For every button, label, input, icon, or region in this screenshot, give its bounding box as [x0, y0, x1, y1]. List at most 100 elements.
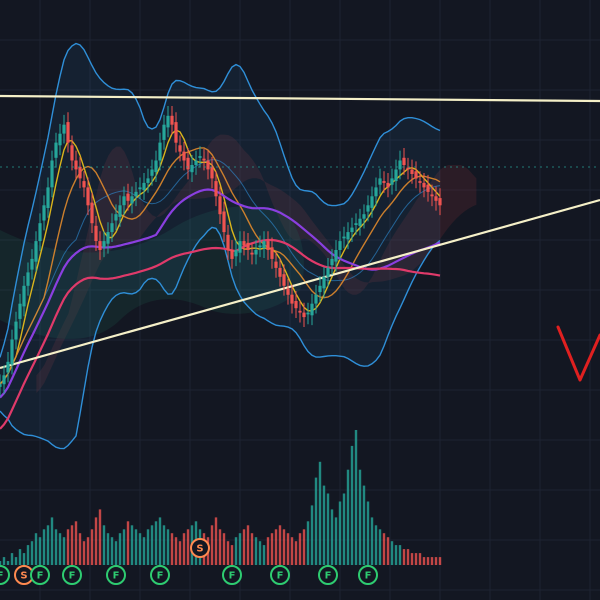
candle-body [310, 303, 314, 316]
bollinger-fill [0, 43, 440, 449]
volume-bar [326, 493, 330, 565]
volume-bar [310, 505, 314, 565]
candle-body [30, 258, 34, 270]
signal-marker-label: F [157, 571, 164, 582]
bollinger-lower [0, 226, 441, 450]
volume-bar [150, 525, 154, 565]
candle-body [254, 250, 258, 255]
volume-bar [386, 537, 390, 565]
signal-marker [0, 565, 10, 585]
candle-body [366, 205, 370, 212]
volume-bar [94, 517, 98, 565]
volume-bar [418, 553, 422, 565]
candle-body [382, 181, 386, 183]
candle-body [18, 303, 22, 319]
volume-bar [274, 529, 278, 565]
volume-bar [350, 445, 354, 565]
volume-bar [102, 525, 106, 565]
volume-bar [342, 493, 346, 565]
candle-body [118, 205, 122, 217]
signal-marker [62, 565, 82, 585]
volume-bar [270, 533, 274, 565]
candle-body [14, 321, 18, 340]
volume-bar [218, 529, 222, 565]
volume-bar [74, 521, 78, 565]
volume-bar [46, 525, 50, 565]
volume-bar [294, 541, 298, 565]
volume-bar [34, 533, 38, 565]
candle-body [410, 169, 414, 174]
candle-body [182, 151, 186, 161]
signal-marker-label: F [325, 571, 332, 582]
candle-body [174, 122, 178, 143]
volume-bar [362, 485, 366, 565]
volume-bar [214, 517, 218, 565]
signal-marker [222, 565, 242, 585]
volume-bar [242, 529, 246, 565]
candle-body [114, 214, 118, 221]
candle-body [178, 145, 182, 152]
candle-body [70, 145, 74, 161]
volume-bar [22, 553, 26, 565]
candle-body [94, 225, 98, 241]
candle-body [170, 115, 174, 125]
volume-bar [414, 553, 418, 565]
volume-bar [114, 541, 118, 565]
volume-bar [138, 533, 142, 565]
ichimoku-cloud-fill [36, 134, 477, 394]
volume-bar [0, 561, 2, 565]
candles-series [0, 105, 442, 397]
candle-body [210, 166, 214, 179]
candle-body [234, 250, 238, 257]
candle-body [326, 267, 330, 277]
volume-bar [426, 557, 430, 565]
candle-body [418, 181, 422, 183]
candle-body [278, 267, 282, 277]
candle-body [370, 196, 374, 208]
volume-bar [290, 537, 294, 565]
candle-body [194, 160, 198, 165]
volume-bar [346, 469, 350, 565]
candle-body [142, 182, 146, 191]
candle-body [434, 196, 438, 201]
candle-body [338, 241, 342, 250]
candle-body [414, 171, 418, 179]
volume-bar [10, 553, 14, 565]
volume-bar [70, 525, 74, 565]
volume-bar [422, 557, 426, 565]
candle-body [386, 182, 390, 188]
candle-body [78, 166, 82, 179]
candle-body [214, 181, 218, 197]
volume-bar [130, 525, 134, 565]
candle-body [22, 285, 26, 307]
candle-body [6, 361, 10, 373]
volume-bar [178, 541, 182, 565]
candle-body [54, 142, 58, 158]
candle-body [62, 124, 66, 134]
candle-body [34, 241, 38, 262]
volume-bar [398, 545, 402, 565]
signal-marker [150, 565, 170, 585]
candle-body [302, 312, 306, 318]
volume-bar [282, 529, 286, 565]
volume-bar [258, 541, 262, 565]
candle-body [186, 157, 190, 170]
candle-body [74, 160, 78, 170]
candle-body [258, 245, 262, 248]
annotation-v [556, 325, 600, 382]
candle-body [290, 294, 294, 304]
signal-marker [30, 565, 50, 585]
candle-body [378, 178, 382, 185]
volume-bar [210, 525, 214, 565]
volume-bar [134, 529, 138, 565]
volume-bar [6, 561, 10, 565]
candle-body [422, 182, 426, 188]
volume-bar [58, 533, 62, 565]
volume-bar [382, 533, 386, 565]
volume-bar [98, 509, 102, 565]
candle-body [350, 227, 354, 233]
volume-bar [146, 529, 150, 565]
volume-bar [266, 537, 270, 565]
candle-body [398, 160, 402, 170]
